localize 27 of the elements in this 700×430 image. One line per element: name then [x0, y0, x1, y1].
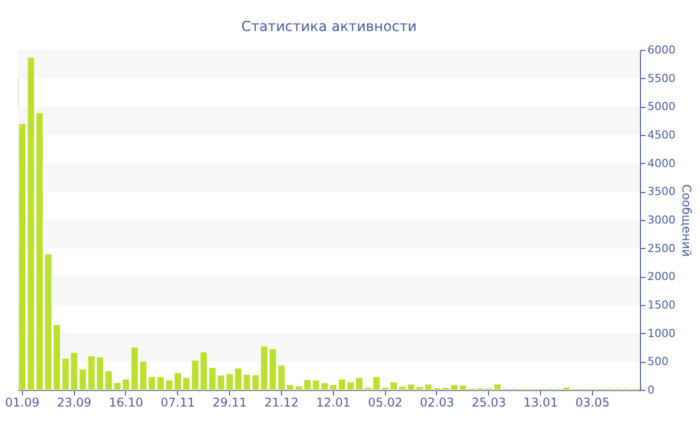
x-tick-label: 23.09: [56, 396, 92, 410]
x-tick-label: 01.09: [5, 396, 40, 410]
y-tick-label: 6000: [648, 44, 676, 56]
y-tick-label: 1500: [648, 298, 676, 312]
y-tick-label: 0: [648, 384, 654, 396]
y-tick-label: 1000: [648, 326, 676, 340]
x-tick-label: 16.10: [108, 396, 144, 410]
x-tick-label: 12.01: [316, 396, 350, 410]
x-tick-label: 07.11: [160, 396, 195, 410]
y-tick-label: 500: [648, 355, 668, 368]
x-tick-label: 25.03: [472, 396, 506, 410]
x-tick-label: 13.01: [523, 396, 558, 410]
y-tick-label: 5500: [648, 72, 676, 85]
chart-title: Статистика активности: [241, 19, 417, 35]
x-tick-label: 03.05: [575, 396, 610, 410]
y-tick-label: 4500: [648, 128, 676, 142]
x-tick-label: 29.11: [212, 396, 247, 410]
x-tick-label: 02.03: [420, 396, 454, 410]
y-tick-label: 4000: [648, 156, 676, 170]
x-tick-label: 21.12: [264, 396, 299, 410]
y-tick-label: 2000: [648, 270, 676, 284]
y-axis-title: Сообщений: [679, 184, 694, 257]
y-tick-label: 2500: [648, 242, 676, 255]
y-tick-label: 5000: [648, 100, 676, 114]
y-tick-label: 3500: [648, 185, 676, 198]
x-tick-label: 05.02: [368, 396, 402, 410]
y-tick-label: 3000: [648, 214, 676, 226]
